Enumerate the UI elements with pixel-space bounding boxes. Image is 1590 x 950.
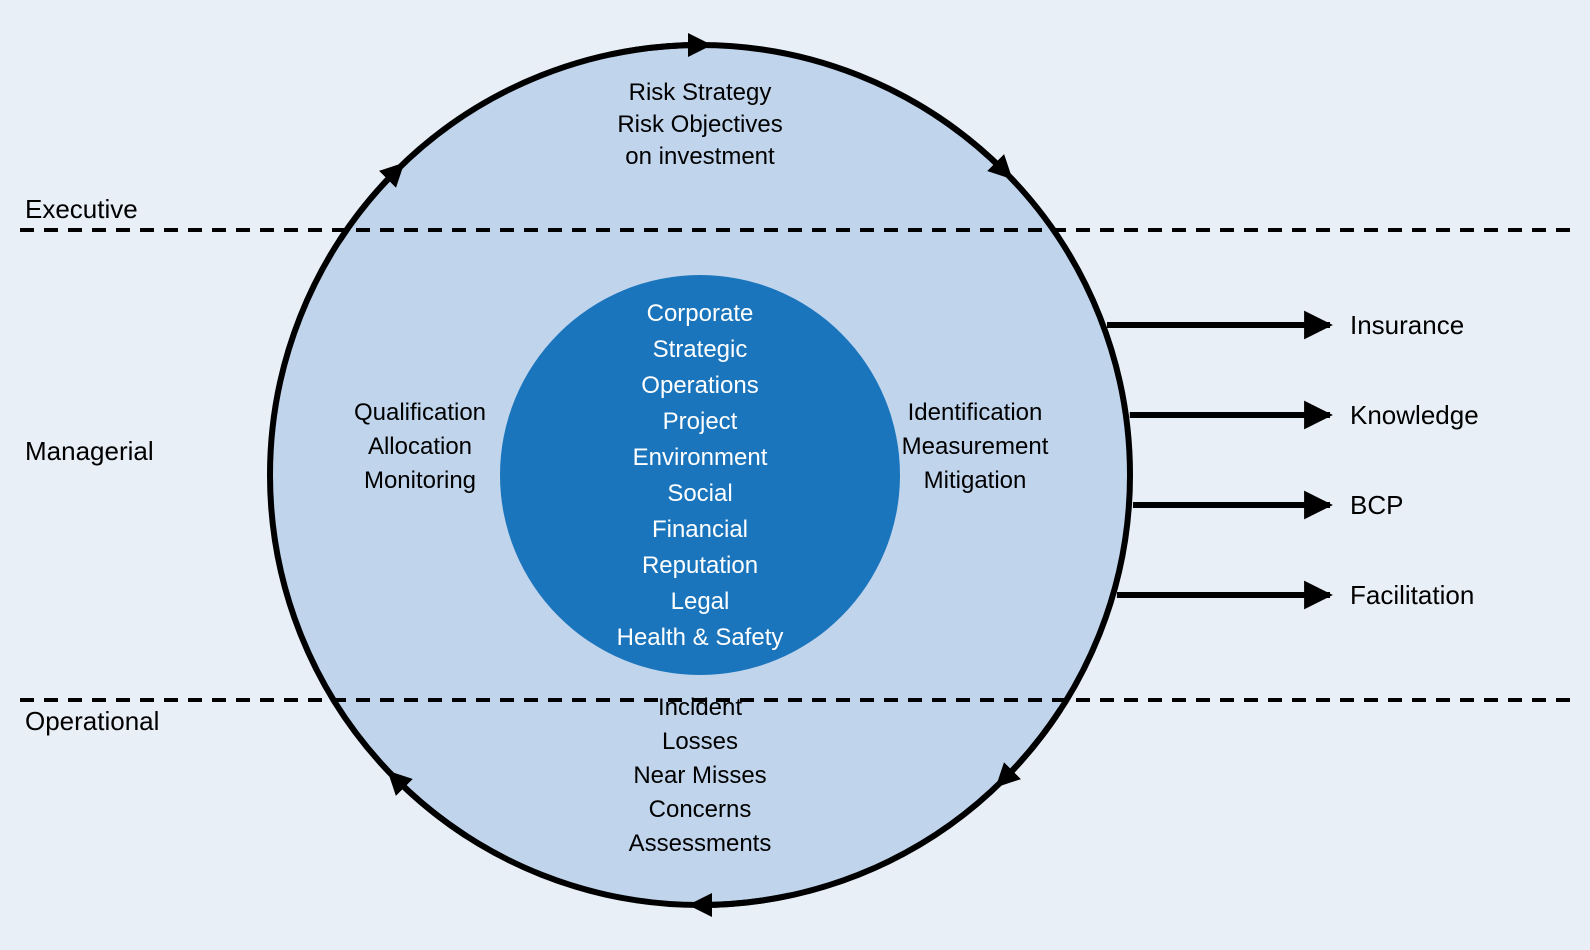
inner-circle-item: Environment xyxy=(633,444,768,471)
ring-right-text: Measurement xyxy=(902,433,1049,460)
ring-top-text: Risk Objectives xyxy=(617,111,782,138)
inner-circle-item: Project xyxy=(663,408,738,435)
ring-left-text: Monitoring xyxy=(364,467,476,494)
ring-left-text: Allocation xyxy=(368,433,472,460)
ring-bottom-text: Concerns xyxy=(649,796,752,823)
band-label: Operational xyxy=(25,706,159,736)
inner-circle-item: Strategic xyxy=(653,336,748,363)
band-label: Executive xyxy=(25,194,138,224)
inner-circle-item: Operations xyxy=(641,372,758,399)
ring-top-text: on investment xyxy=(625,143,775,170)
ring-top-text: Risk Strategy xyxy=(629,79,772,106)
inner-circle xyxy=(500,275,900,675)
inner-circle-item: Reputation xyxy=(642,552,758,579)
output-label: BCP xyxy=(1350,490,1403,520)
output-label: Insurance xyxy=(1350,310,1464,340)
ring-bottom-text: Incident xyxy=(658,694,742,721)
ring-bottom-text: Near Misses xyxy=(633,762,766,789)
ring-right-text: Mitigation xyxy=(924,467,1027,494)
band-label: Managerial xyxy=(25,436,154,466)
inner-circle-item: Financial xyxy=(652,516,748,543)
ring-bottom-text: Assessments xyxy=(629,830,772,857)
ring-left-text: Qualification xyxy=(354,399,486,426)
output-label: Facilitation xyxy=(1350,580,1474,610)
inner-circle-item: Health & Safety xyxy=(617,624,784,651)
ring-right-text: Identification xyxy=(908,399,1043,426)
inner-circle-item: Social xyxy=(667,480,732,507)
output-label: Knowledge xyxy=(1350,400,1479,430)
ring-bottom-text: Losses xyxy=(662,728,738,755)
inner-circle-item: Corporate xyxy=(647,300,754,327)
inner-circle-item: Legal xyxy=(671,588,730,615)
risk-diagram: Executive Managerial Operational Corporate S… xyxy=(0,0,1590,950)
